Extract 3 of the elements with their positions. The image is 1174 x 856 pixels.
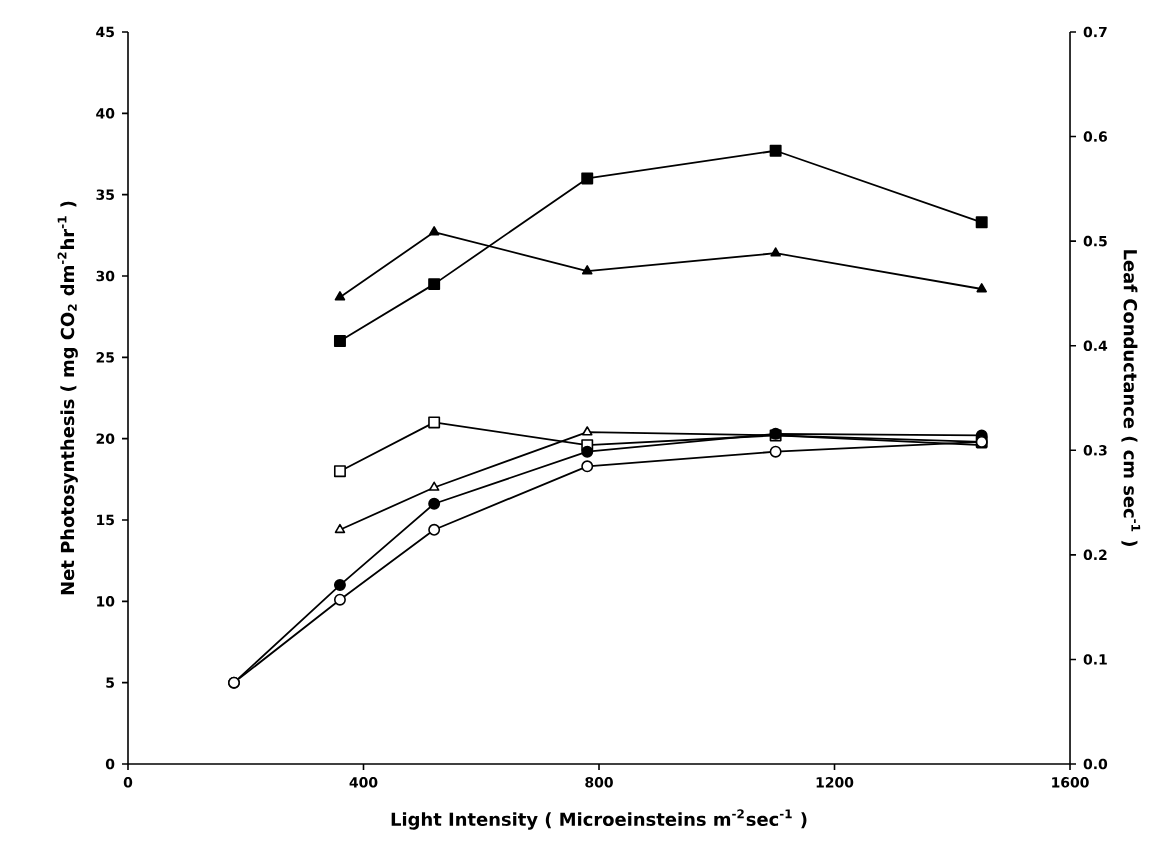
x-axis-title: Light Intensity ( Microeinsteins m$^{-2}$sec$^{-1}$ ) [391, 809, 807, 830]
y2-axis-title: Leaf Conductance ( cm sec$^{-1}$ ) [1121, 250, 1141, 546]
y-axis-title: Net Photosynthesis ( mg CO$_{2}$ dm$^{-2}$hr$^{-1}$ ) [57, 201, 78, 595]
